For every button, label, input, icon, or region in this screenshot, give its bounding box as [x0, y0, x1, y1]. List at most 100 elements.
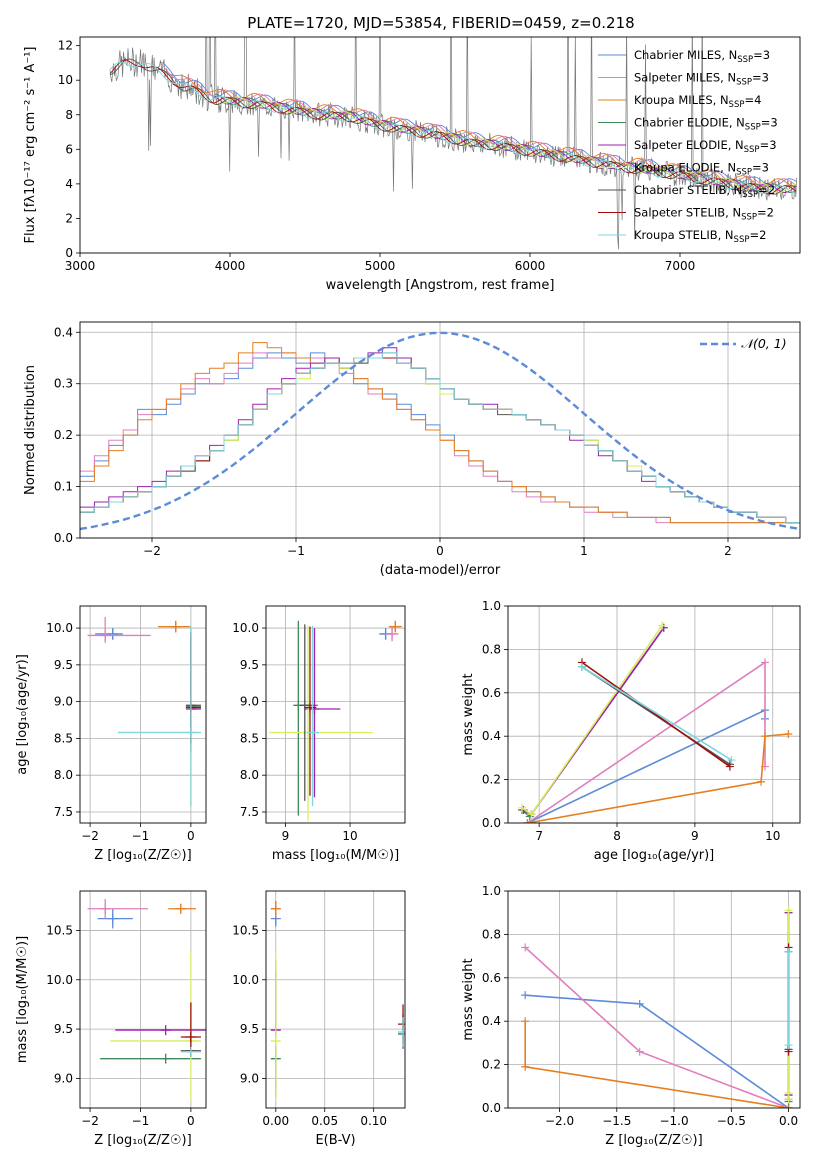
- point-marker-salpeter-miles: [100, 630, 111, 641]
- point-marker-kroupa-stelib: [185, 727, 196, 738]
- point-marker-kroupa-stelib: [307, 727, 318, 738]
- axes-frame: [79, 36, 801, 254]
- x-tick-label: 2: [724, 544, 732, 558]
- panel-age-vs-mass: 9 10 7.5 8.0 8.5 9.0 9.5 10.0 mass [log₁₀(M/M☉)]: [232, 605, 406, 863]
- point-marker-salpeter-miles: [521, 943, 530, 952]
- legend: Chabrier MILES, NSSP=3 Salpeter MILES, NS…: [598, 48, 778, 245]
- y-tick-label: 0.4: [482, 1014, 501, 1028]
- point-marker-kroupa-miles: [784, 730, 793, 739]
- y-tick-label: 0.3: [54, 377, 73, 391]
- normal-curve: [80, 331, 800, 531]
- figure-title: PLATE=1720, MJD=53854, FIBERID=0459, z=0…: [247, 14, 634, 32]
- y-tick-label: 0.4: [54, 325, 73, 339]
- x-tick-label: 5000: [365, 259, 396, 273]
- series-line-kroupa-miles: [527, 733, 789, 823]
- x-axis-label: Z [log₁₀(Z/Z☉)]: [94, 848, 191, 863]
- y-tick-label: 0.0: [482, 1101, 501, 1115]
- y-tick-label: 0.6: [482, 686, 501, 700]
- axes-frame: [79, 321, 801, 539]
- plot-area: [266, 891, 405, 1108]
- legend-label: Salpeter MILES, NSSP=3: [634, 71, 769, 88]
- axes-frame: [265, 605, 406, 824]
- panel-weight-vs-Z: −2.0 −1.5 −1.0 −0.5 0.0 0.0 0.2 0.4 0.6 0.8 1.0 Z […: [461, 884, 801, 1148]
- series-line-chabrier-elodie: [521, 627, 665, 818]
- legend-label: 𝒩(0, 1): [741, 336, 787, 351]
- point-marker-chabrier-elodie: [160, 1053, 171, 1064]
- series-line-salpeter-miles: [524, 946, 789, 1108]
- model-line-kroupa-elodie: [214, 96, 797, 193]
- series-line-salpeter-elodie: [523, 627, 665, 816]
- x-tick-label: −1: [287, 544, 305, 558]
- point-marker-kroupa-miles: [390, 621, 401, 632]
- point-marker-kroupa-miles: [757, 777, 766, 786]
- y-axis-label: mass weight: [461, 958, 476, 1040]
- x-axis-label: age [log₁₀(age/yr)]: [594, 848, 715, 863]
- point-marker-kroupa-miles: [523, 819, 532, 823]
- y-tick-label: 7.5: [240, 805, 259, 819]
- x-axis-label: Z [log₁₀(Z/Z☉)]: [605, 1133, 702, 1148]
- point-marker-kroupa-elodie: [527, 810, 536, 819]
- legend-label: Chabrier ELODIE, NSSP=3: [634, 116, 778, 133]
- point-marker-kroupa-elodie: [518, 803, 527, 812]
- y-axis-label: age [log₁₀(age/yr)]: [15, 654, 30, 775]
- point-marker-kroupa-stelib: [577, 662, 586, 671]
- y-tick-label: 9.0: [54, 1071, 73, 1085]
- point-marker-kroupa-miles: [270, 903, 281, 914]
- series-line-kroupa-elodie: [521, 625, 663, 816]
- y-tick-label: 10.0: [46, 973, 73, 987]
- histogram-kroupa-miles: [80, 342, 800, 524]
- point-marker-kroupa-stelib: [727, 756, 736, 765]
- axes-frame: [507, 605, 801, 824]
- x-tick-label: 1: [580, 544, 588, 558]
- y-tick-label: 0.4: [482, 729, 501, 743]
- x-tick-label: −1.5: [602, 1114, 631, 1128]
- y-tick-label: 0.2: [482, 1058, 501, 1072]
- x-tick-label: 0: [187, 829, 195, 843]
- series-line-salpeter-miles: [527, 660, 766, 823]
- x-tick-label: 9: [282, 829, 290, 843]
- model-line-salpeter-miles: [160, 63, 797, 188]
- y-tick-label: 0.8: [482, 927, 501, 941]
- point-marker-chabrier-miles: [107, 913, 118, 924]
- series-line-salpeter-stelib: [581, 661, 731, 768]
- x-tick-label: 0.05: [311, 1114, 338, 1128]
- legend-label: Salpeter ELODIE, NSSP=3: [634, 138, 777, 155]
- y-tick-label: 0.1: [54, 480, 73, 494]
- y-tick-label: 9.0: [240, 1071, 259, 1085]
- x-tick-label: −2: [143, 544, 161, 558]
- y-tick-label: 0.8: [482, 642, 501, 656]
- y-tick-label: 6: [65, 142, 73, 156]
- y-tick-label: 0.6: [482, 971, 501, 985]
- y-axis-label: mass [log₁₀(M/M☉)]: [15, 936, 30, 1063]
- x-tick-label: −1: [132, 829, 150, 843]
- x-tick-label: 6000: [515, 259, 546, 273]
- panel-weight-vs-age: 7 8 9 10 0.0 0.2 0.4 0.6 0.8 1.0 age [log₁₀(age/yr…: [461, 599, 801, 863]
- x-tick-label: 4000: [215, 259, 246, 273]
- y-tick-label: 10: [58, 73, 73, 87]
- legend-label: Kroupa ELODIE, NSSP=3: [634, 161, 769, 178]
- point-marker-salpeter-miles: [100, 903, 111, 914]
- legend-label: Chabrier MILES, NSSP=3: [634, 48, 770, 65]
- y-tick-label: 9.5: [240, 1022, 259, 1036]
- x-tick-label: −1.0: [659, 1114, 688, 1128]
- y-tick-label: 10.0: [46, 621, 73, 635]
- y-tick-label: 0: [65, 246, 73, 260]
- plot-area: [80, 891, 206, 1108]
- y-tick-label: 0.0: [54, 531, 73, 545]
- point-marker-kroupa-elodie: [784, 906, 793, 915]
- point-marker-chabrier-miles: [521, 991, 530, 1000]
- y-tick-label: 0.2: [54, 428, 73, 442]
- plot-area: [508, 606, 800, 823]
- y-axis-label: Normed distribution: [23, 365, 38, 495]
- y-tick-label: 4: [65, 177, 73, 191]
- point-marker-salpeter-elodie: [160, 1025, 171, 1036]
- plot-area: [266, 606, 405, 823]
- x-tick-label: 7: [535, 829, 543, 843]
- y-tick-label: 9.5: [54, 1022, 73, 1036]
- x-axis-label: Z [log₁₀(Z/Z☉)]: [94, 1133, 191, 1148]
- panel-mass-vs-EBV: 0.00 0.05 0.10 9.0 9.5 10.0 10.5 E(B-V): [232, 890, 406, 1148]
- y-tick-label: 9.5: [54, 658, 73, 672]
- point-marker-kroupa-stelib: [398, 1027, 405, 1038]
- point-marker-kroupa-miles: [760, 732, 769, 741]
